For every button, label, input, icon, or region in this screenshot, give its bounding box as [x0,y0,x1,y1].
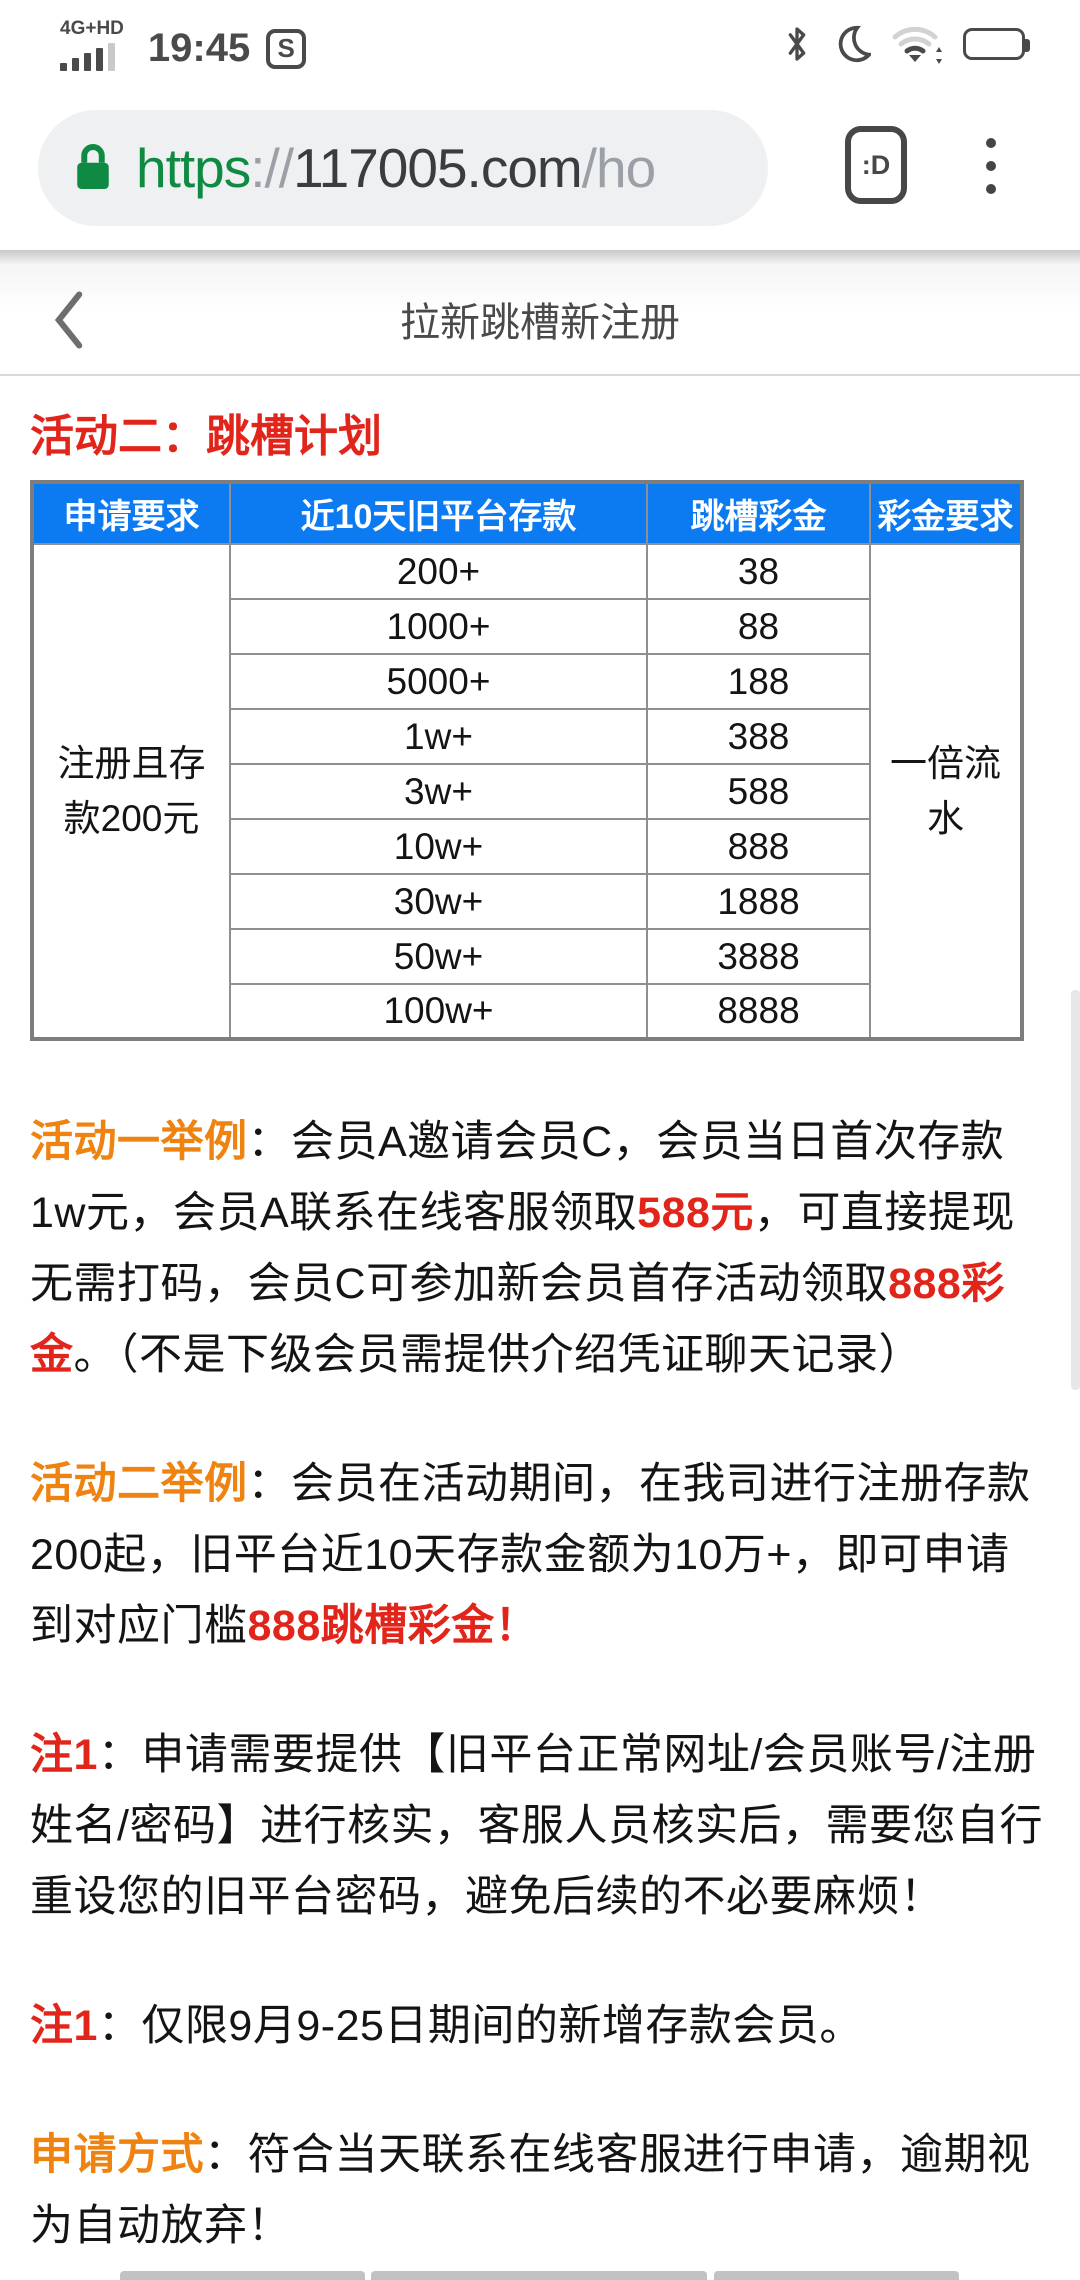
bonus-cell: 388 [646,708,871,765]
back-button[interactable] [34,282,104,358]
deposit-cell: 1w+ [229,708,648,765]
table-row: 5000+ 188 [32,653,1022,710]
table-row: 10w+ 888 [32,818,1022,875]
deposit-cell: 200+ [229,543,648,600]
do-not-disturb-moon-icon [838,25,871,63]
clock-time: 19:45 [147,25,251,70]
chevron-left-icon [54,291,83,349]
bonus-table-body: 注册且存款200元 200+ 38 一倍流水 1000+ 88 5000+ 188 1w+ 388… [31,543,1023,1040]
page-header: 拉新跳槽新注册 [0,264,1080,376]
col-header-wager: 彩金要求 [869,481,1023,545]
note-1: 注1：申请需要提供【旧平台正常网址/会员账号/注册姓名/密码】进行核实，客服人员… [30,1720,1048,1933]
secure-lock-icon[interactable] [72,140,114,196]
merged-requirement-cell: 注册且存款200元 [31,543,231,1040]
bonus-cell: 188 [646,653,871,710]
bonus-cell: 888 [646,818,871,875]
table-row: 1000+ 88 [32,598,1022,655]
table-row: 3w+ 588 [32,763,1022,820]
section-heading: 活动二：跳槽计划 [30,412,382,461]
deposit-cell: 3w+ [229,763,648,820]
table-row: 50w+ 3888 [32,928,1022,985]
example-1: 活动一举例：会员A邀请会员C，会员当日首次存款1w元，会员A联系在线客服领取58… [30,1107,1048,1391]
bonus-cell: 1888 [646,873,871,930]
signal-bars-icon [60,42,115,71]
example-2: 活动二举例：会员在活动期间，在我司进行注册存款200起，旧平台近10天存款金额为… [30,1449,1048,1662]
col-header-bonus: 跳槽彩金 [646,481,871,545]
text-segment: 活动二举例 [30,1460,248,1508]
table-row: 30w+ 1888 [32,873,1022,930]
deposit-cell: 10w+ [229,818,648,875]
deposit-cell: 50w+ [229,928,648,985]
bonus-cell: 88 [646,598,871,655]
battery-icon [963,28,1030,60]
screenshot-s-icon: S [266,28,307,69]
merged-wager-cell: 一倍流水 [869,543,1023,1040]
bonus-cell: 38 [646,543,871,600]
text-segment: ：仅限9月9-25日期间的新增存款会员。 [97,2002,863,2050]
scrollbar-thumb[interactable] [1071,990,1080,1390]
paragraphs: 活动一举例：会员A邀请会员C，会员当日首次存款1w元，会员A联系在线客服领取58… [0,1107,1080,2262]
wifi-icon [892,26,942,64]
bonus-cell: 8888 [646,983,871,1040]
tab-count-badge: :D [861,149,891,180]
tab-switcher-button[interactable]: :D [845,126,907,204]
text-segment: 活动一举例 [30,1118,248,1166]
browser-menu-button[interactable] [978,130,1004,202]
bluetooth-icon [788,27,806,61]
status-bar: 4G+HD 19:45 S [0,0,1080,88]
col-header-deposit: 近10天旧平台存款 [229,481,648,545]
text-segment: ：会员在活动期间，在我司进行注册存款200起，旧平台近10天存款金额为10万+，… [30,1460,1031,1650]
text-segment: 888彩金 [30,1260,1005,1379]
text-segment: 。（不是下级会员需提供介绍凭证聊天记录） [73,1331,922,1379]
table-row: 100w+ 8888 [32,983,1022,1040]
text-segment: 申请方式 [30,2131,204,2179]
col-header-requirement: 申请要求 [31,481,231,545]
browser-toolbar: https://117005.com/ho :D [0,88,1080,250]
deposit-cell: 1000+ [229,598,648,655]
url-text[interactable]: https://117005.com/ho [136,137,656,199]
text-segment: ：会员A邀请会员C，会员当日首次存款1w元，会员A联系在线客服领取 [30,1118,1005,1237]
bonus-cell: 3888 [646,928,871,985]
text-segment: ，可直接提现无需打码，会员C可参加新会员首存活动领取 [30,1189,1015,1308]
page-content: 活动二：跳槽计划 申请要求 近10天旧平台存款 跳槽彩金 彩金要求 注册且存款2… [0,378,1080,2262]
text-segment: ：符合当天联系在线客服进行申请，逾期视为自动放弃！ [30,2131,1031,2250]
text-segment: 588元 [637,1189,754,1237]
chrome-page-divider [0,250,1080,264]
text-segment: 注1 [30,2002,98,2050]
partial-table-cell [120,2271,365,2280]
partial-next-table-row [0,2271,1080,2280]
bonus-table: 申请要求 近10天旧平台存款 跳槽彩金 彩金要求 注册且存款200元 200+ 38… [30,480,1024,1041]
text-segment: ：申请需要提供【旧平台正常网址/会员账号/注册姓名/密码】进行核实，客服人员核实… [30,1731,1043,1921]
network-type-label: 4G+HD [60,17,124,39]
table-row: 1w+ 388 [32,708,1022,765]
page-title: 拉新跳槽新注册 [400,301,680,345]
signal-strength-icon: 4G+HD [60,18,124,71]
text-segment: 注1 [30,1731,98,1779]
partial-table-cell [714,2271,959,2280]
apply-method: 申请方式：符合当天联系在线客服进行申请，逾期视为自动放弃！ [30,2120,1048,2262]
note-2: 注1：仅限9月9-25日期间的新增存款会员。 [30,1991,1048,2062]
deposit-cell: 30w+ [229,873,648,930]
table-header-row: 申请要求 近10天旧平台存款 跳槽彩金 彩金要求 [31,481,1023,545]
deposit-cell: 100w+ [229,983,648,1040]
deposit-cell: 5000+ [229,653,648,710]
bonus-cell: 588 [646,763,871,820]
url-address-bar[interactable]: https://117005.com/ho [38,110,768,226]
text-segment: 888跳槽彩金！ [247,1602,539,1650]
table-row: 注册且存款200元 200+ 38 一倍流水 [31,543,1023,1040]
partial-table-cell [371,2271,707,2280]
